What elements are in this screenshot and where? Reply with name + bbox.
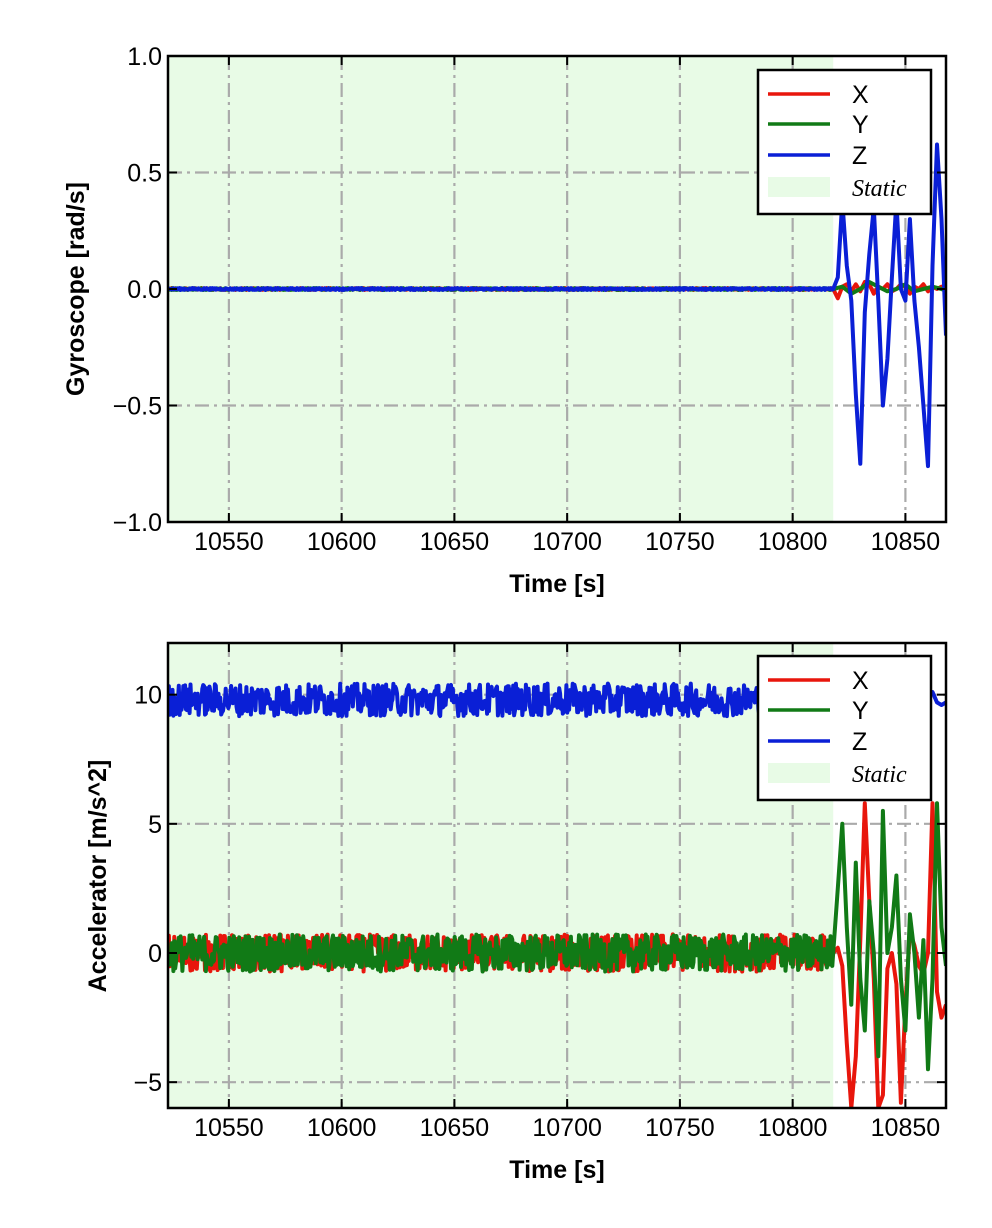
legend-label-static: Static — [852, 176, 907, 202]
series-line-y — [168, 801, 946, 1072]
series-lines — [168, 681, 946, 1108]
x-axis-title: Time [s] — [509, 1156, 604, 1184]
x-tick-label: 10600 — [307, 528, 377, 556]
legend-label-z: Z — [852, 142, 867, 170]
x-axis-title: Time [s] — [509, 570, 604, 598]
x-tick-label: 10650 — [420, 1114, 490, 1142]
gyroscope-panel: 10550 10600 10650 10700 10750 10800 10850 −1.0… — [62, 43, 948, 598]
legend-swatch-static — [768, 177, 830, 197]
legend-label-y: Y — [852, 111, 869, 139]
x-tick-labels: 10550 10600 10650 10700 10750 10800 10850 — [194, 1114, 940, 1142]
series-line-z — [168, 681, 946, 719]
static-region — [168, 643, 834, 1108]
x-tick-labels: 10550 10600 10650 10700 10750 10800 10850 — [194, 528, 940, 556]
x-tick-label: 10550 — [194, 528, 264, 556]
legend-label-x: X — [852, 81, 869, 109]
y-tick-labels: −1.0 −0.5 0.0 0.5 1.0 — [113, 43, 162, 537]
y-axis-title: Accelerator [m/s^2] — [84, 760, 112, 993]
legend: X Y Z Static — [756, 654, 933, 802]
y-axis-title: Gyroscope [rad/s] — [62, 182, 90, 396]
y-tick-label: 0 — [148, 940, 162, 968]
x-tick-label: 10800 — [758, 1114, 828, 1142]
legend-label-y: Y — [852, 697, 869, 725]
x-tick-label: 10850 — [871, 528, 941, 556]
y-tick-label: −0.5 — [113, 393, 162, 421]
legend-swatch-static — [768, 763, 830, 783]
x-tick-label: 10550 — [194, 1114, 264, 1142]
x-tick-label: 10800 — [758, 528, 828, 556]
y-tick-label: 0.0 — [127, 276, 162, 304]
ticks — [168, 55, 946, 523]
accelerator-panel: 10550 10600 10650 10700 10750 10800 10850 −5 0 5… — [84, 641, 948, 1184]
legend-label-static: Static — [852, 762, 907, 788]
x-tick-label: 10750 — [645, 1114, 715, 1142]
x-tick-label: 10850 — [871, 1114, 941, 1142]
y-tick-label: 1.0 — [127, 43, 162, 71]
y-tick-label: 10 — [134, 682, 162, 710]
y-tick-label: 0.5 — [127, 160, 162, 188]
plot-frame — [166, 641, 948, 1110]
x-tick-label: 10750 — [645, 528, 715, 556]
ticks — [168, 643, 946, 1108]
x-tick-label: 10650 — [420, 528, 490, 556]
legend: X Y Z Static — [756, 68, 933, 216]
x-tick-label: 10700 — [532, 1114, 602, 1142]
series-lines — [168, 142, 946, 469]
legend-label-z: Z — [852, 728, 867, 756]
x-tick-label: 10700 — [532, 528, 602, 556]
y-tick-label: −5 — [133, 1069, 162, 1097]
y-tick-label: 5 — [148, 811, 162, 839]
series-line-z — [168, 142, 946, 469]
y-tick-label: −1.0 — [113, 509, 162, 537]
x-tick-label: 10600 — [307, 1114, 377, 1142]
y-tick-labels: −5 0 5 10 — [133, 682, 162, 1097]
legend-label-x: X — [852, 667, 869, 695]
